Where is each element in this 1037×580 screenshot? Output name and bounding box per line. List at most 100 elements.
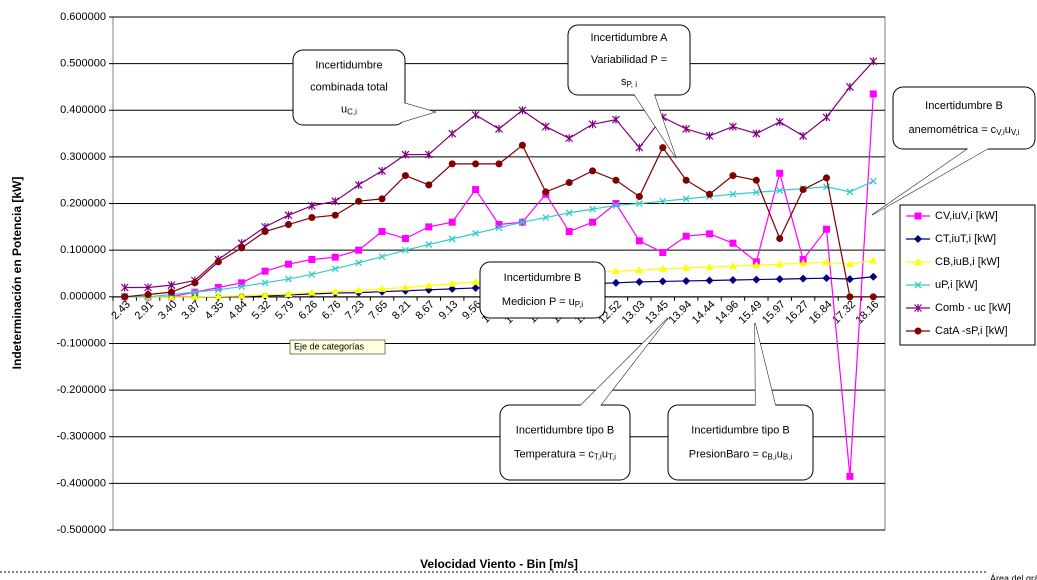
marker <box>401 283 410 291</box>
marker <box>822 258 831 266</box>
marker <box>355 246 363 254</box>
callout-pointer-cover <box>872 148 989 215</box>
marker <box>448 129 457 138</box>
callout-text: Incertidumbre B <box>504 272 582 284</box>
marker <box>471 277 480 285</box>
marker <box>448 284 457 293</box>
marker <box>120 283 129 292</box>
callout-box <box>292 49 406 126</box>
marker <box>331 211 339 219</box>
marker <box>752 188 760 196</box>
callout-subscript: B,i <box>783 453 793 462</box>
marker <box>378 228 386 236</box>
marker <box>565 134 574 143</box>
callout-segment: Incertidumbre tipo B <box>516 424 614 436</box>
marker <box>635 266 644 274</box>
marker <box>706 230 714 238</box>
marker <box>845 275 854 284</box>
marker <box>869 293 877 301</box>
callout-text: Incertidumbre A <box>590 32 668 44</box>
marker <box>542 214 550 221</box>
y-tick-label: -0.100000 <box>56 337 106 349</box>
callout-text: Incertidumbre <box>315 59 382 71</box>
marker <box>144 290 152 298</box>
marker <box>518 218 526 226</box>
marker <box>728 276 737 285</box>
callout-box <box>667 404 814 481</box>
marker <box>284 290 293 298</box>
y-tick-label: 0.600000 <box>60 11 106 23</box>
y-tick-label: 0.500000 <box>60 58 106 70</box>
marker <box>752 129 761 138</box>
marker <box>307 288 316 296</box>
x-axis-title: Velocidad Viento - Bin [m/s] <box>420 557 578 571</box>
callout-text: anemométrica = cV,iuV,i <box>908 124 1019 137</box>
marker <box>495 160 503 168</box>
callout-segment: u <box>777 448 783 460</box>
marker <box>284 260 292 268</box>
marker <box>308 270 316 278</box>
callout-subscript: C,i <box>347 108 357 117</box>
callout: Incertidumbre B Medicion P = uP,i <box>479 261 606 319</box>
marker <box>705 276 714 285</box>
marker <box>752 261 761 269</box>
marker <box>775 260 784 268</box>
y-tick-label: -0.500000 <box>56 524 106 536</box>
callout-text: Medicion P = uP,i <box>502 296 583 309</box>
marker <box>401 246 409 254</box>
marker <box>214 286 222 294</box>
marker <box>822 274 831 283</box>
marker <box>424 281 433 289</box>
marker <box>659 144 667 152</box>
marker <box>869 177 877 185</box>
y-tick-label: 0.400000 <box>60 104 106 116</box>
marker <box>238 244 246 252</box>
marker <box>471 110 480 119</box>
marker <box>284 211 293 220</box>
y-tick-label: 0.300000 <box>60 151 106 163</box>
marker <box>238 283 246 291</box>
marker <box>729 190 737 198</box>
marker <box>776 235 784 243</box>
callout-segment: Incertidumbre A <box>590 32 668 44</box>
callout-segment: Incertidumbre tipo B <box>691 424 789 436</box>
marker <box>424 150 433 159</box>
marker <box>799 186 807 194</box>
marker <box>658 277 667 286</box>
marker <box>378 253 386 261</box>
marker <box>284 275 292 283</box>
marker <box>518 106 527 115</box>
tooltip-box <box>289 339 386 355</box>
marker <box>728 262 737 270</box>
marker <box>914 281 922 289</box>
marker <box>799 259 808 267</box>
callout-text: combinada total <box>310 81 388 93</box>
marker <box>846 293 854 301</box>
marker <box>261 279 269 287</box>
y-tick-label: -0.300000 <box>56 431 106 443</box>
callout-segment: Medicion P = u <box>502 296 575 308</box>
marker <box>611 278 620 287</box>
marker <box>378 284 387 292</box>
marker <box>705 262 714 270</box>
marker <box>565 228 573 236</box>
marker <box>589 205 597 213</box>
marker <box>261 267 269 275</box>
marker <box>914 304 922 312</box>
marker <box>471 283 480 292</box>
y-tick-label: 0.000000 <box>60 291 106 303</box>
marker <box>635 237 643 245</box>
marker <box>822 113 831 122</box>
legend: CV,iuV,i [kW] CT,iuT,i [kW] CB,iuB,i [kW] u… <box>899 204 1036 346</box>
marker <box>682 263 691 271</box>
marker <box>589 167 597 175</box>
marker <box>214 258 222 266</box>
callout-pointer-cover <box>755 323 776 406</box>
marker <box>612 200 620 208</box>
callout-text: sP, i <box>621 76 637 89</box>
legend-label: CatA -sP,i [kW] <box>935 325 1008 337</box>
marker <box>355 259 363 267</box>
marker <box>214 292 223 300</box>
